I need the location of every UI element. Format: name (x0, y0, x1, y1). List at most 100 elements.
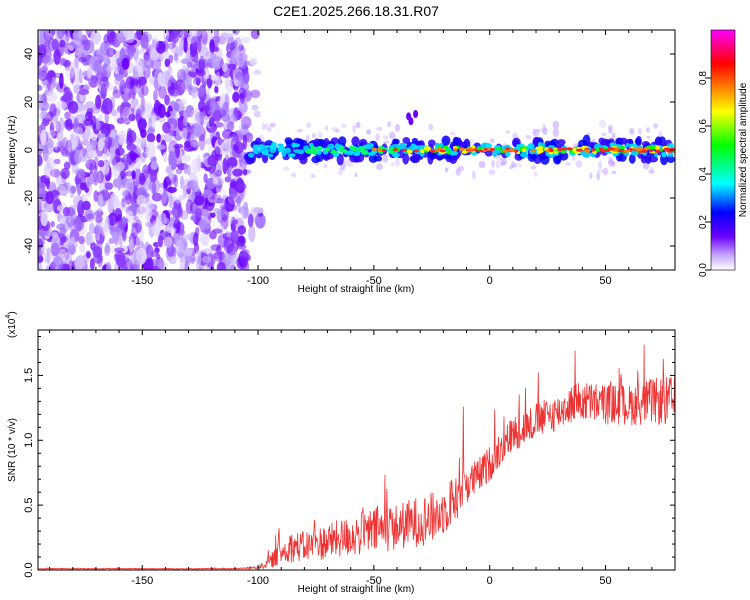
spectrogram-noise-blob (196, 59, 207, 72)
spectrogram-noise-blob (223, 236, 234, 254)
spectrogram-signal-peak (377, 148, 382, 152)
spectrogram-noise-blob (133, 215, 139, 222)
spectrogram-noise-blob (110, 225, 122, 233)
spectrogram-noise-blob (83, 118, 94, 127)
spectrogram-noise-blob (201, 35, 209, 43)
spectrogram-faint-blob (290, 172, 297, 178)
colorbar-tick-label: 0.2 (698, 215, 709, 229)
spectrogram-noise-blob (122, 217, 129, 224)
spectrogram-signal-peak (648, 149, 653, 153)
spectrogram-noise-blob (160, 212, 167, 227)
spectrogram-signal-mid (630, 150, 637, 156)
spectrogram-signal-peak (437, 147, 442, 151)
spectrogram-noise-blob (102, 62, 109, 76)
spectrogram-noise-blob (241, 123, 249, 130)
spectrogram-noise-blob (177, 73, 189, 81)
spectrogram-noise-blob (85, 231, 92, 246)
spectrogram-noise-blob (102, 53, 109, 65)
spectrogram-noise-blob (175, 168, 183, 175)
spectrogram-noise-blob (115, 254, 127, 267)
spectrogram-noise-blob (131, 87, 136, 100)
spectrogram-noise-blob (46, 76, 52, 91)
spectrogram-noise-blob (241, 36, 251, 44)
spectrogram-noise-blob (170, 195, 178, 202)
spectrogram-noise-blob (233, 107, 245, 119)
spectrogram-signal-peak (413, 149, 419, 153)
snr-y-tick-label: 1.5 (23, 368, 35, 383)
spectrogram-noise-blob (237, 152, 243, 164)
spectrogram-noise-blob (59, 117, 65, 133)
spectrogram-signal-core (477, 146, 482, 151)
spectrogram-signal-mid (248, 152, 255, 158)
spectrogram-faint-blob (505, 130, 510, 134)
spectrogram-noise-blob (53, 48, 61, 65)
spectrogram-noise-blob (117, 30, 124, 44)
spectrogram-noise-blob (134, 58, 143, 73)
spectrogram-noise-blob (84, 209, 95, 222)
spectrogram-noise-blob (158, 86, 168, 99)
spectrogram-noise-blob (214, 169, 222, 177)
spectrogram-axes: -150 -100 -50 0 50 -40 -20 0 20 40 (23, 30, 675, 287)
spectrogram-signal-outer (351, 136, 360, 147)
spectrogram-noise-blob (212, 228, 223, 234)
spectrogram-noise-blob (114, 247, 125, 253)
spectrogram-noise-blob (138, 76, 147, 86)
spectrogram-faint-blob (395, 123, 401, 132)
spectrogram-signal-outer (411, 155, 419, 162)
snr-frame (37, 329, 676, 571)
spectrogram-signal-core (338, 146, 345, 150)
spectrogram-signal-mid (293, 149, 301, 154)
spectrogram-signal-outer (295, 138, 304, 145)
spectrogram-y-tick-label: 20 (23, 96, 35, 108)
colorbar-tick-label: 0.8 (698, 71, 709, 85)
spectrogram-noise-blob (220, 205, 229, 222)
spectrogram-noise-blob (90, 30, 101, 44)
spectrogram-noise-blob (209, 39, 215, 54)
spectrogram-noise-blob (59, 57, 66, 64)
spectrogram-signal-mid (269, 144, 274, 150)
spectrogram-faint-blob (450, 131, 456, 136)
spectrogram-faint-blob (642, 162, 650, 170)
spectrogram-faint-blob (375, 133, 380, 142)
spectrogram-noise-blob (193, 195, 204, 206)
svg-text:(x104): (x104) (5, 311, 18, 338)
spectrogram-faint-blob (533, 171, 538, 178)
spectrogram-noise-blob (123, 177, 131, 187)
spectrogram-noise-blob (196, 68, 206, 77)
spectrogram-signal-peak (549, 148, 554, 152)
spectrogram-noise-blob (136, 194, 146, 206)
spectrogram-noise-blob (168, 137, 176, 144)
spectrogram-noise-blob (207, 154, 219, 167)
spectrogram-noise-blob (240, 60, 248, 69)
spectrogram-signal-mid (292, 143, 300, 148)
spectrogram-faint-blob (376, 163, 383, 171)
spectrogram-noise-blob (243, 70, 250, 84)
spectrogram-noise-blob (52, 116, 57, 129)
spectrogram-noise-blob (52, 232, 58, 244)
spectrogram-noise-blob (179, 228, 185, 238)
spectrogram-noise-blob (48, 232, 59, 238)
spectrogram-signal-core (521, 148, 527, 153)
spectrogram-noise-blob (221, 63, 228, 73)
spectrogram-signal-peak (467, 147, 474, 151)
spectrogram-noise-blob (158, 103, 166, 119)
spectrogram-noise-blob (100, 82, 107, 100)
spectrogram-noise-blob (149, 168, 158, 183)
spectrogram-faint-blob (296, 128, 303, 133)
spectrogram-signal-peak (453, 147, 458, 151)
spectrogram-noise-blob (58, 46, 69, 55)
spectrogram-noise-blob (117, 214, 122, 221)
spectrogram-signal-mid (669, 142, 674, 148)
spectrogram-noise-blob (140, 33, 149, 50)
spectrogram-noise-blob (196, 78, 201, 86)
spectrogram-noise-blob (192, 77, 202, 85)
spectrogram-faint-blob (366, 129, 372, 135)
spectrogram-noise-blob (204, 138, 214, 145)
spectrogram-noise-blob (236, 197, 242, 204)
spectrogram-noise-blob (137, 48, 145, 55)
spectrogram-noise-blob (127, 182, 138, 190)
spectrogram-faint-blob (530, 165, 537, 170)
spectrogram-noise-blob (53, 158, 61, 165)
spectrogram-noise-blob (185, 199, 194, 215)
